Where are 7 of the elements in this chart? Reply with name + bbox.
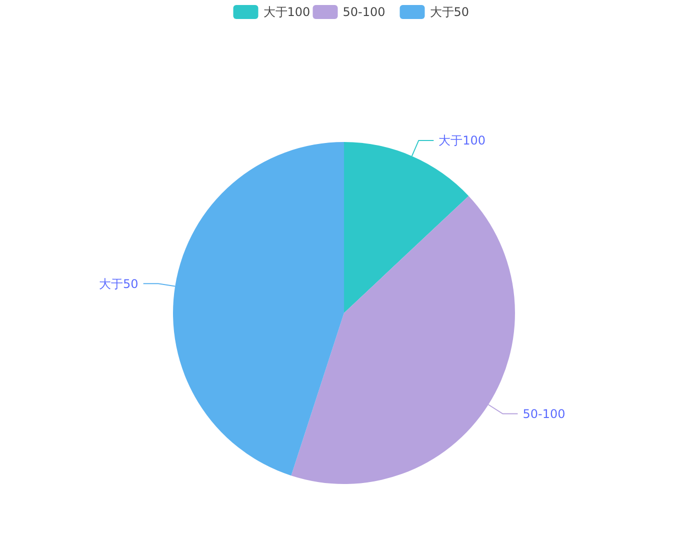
slice-label: 大于100 <box>438 134 486 148</box>
slice-label: 大于50 <box>99 276 138 291</box>
legend-label: 大于100 <box>263 5 310 20</box>
legend-label: 50-100 <box>342 5 386 20</box>
slice-label: 50-100 <box>522 406 566 421</box>
legend-label: 大于50 <box>430 5 470 20</box>
pie-slice <box>291 196 515 484</box>
